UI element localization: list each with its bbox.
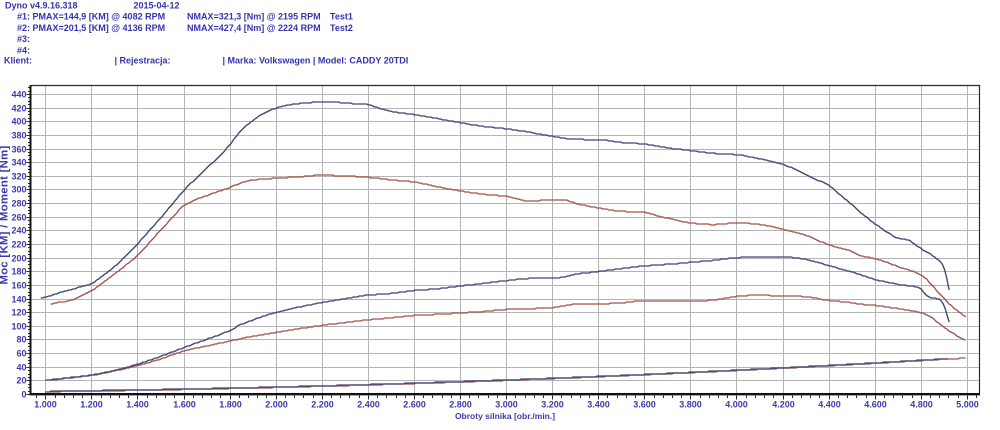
svg-text:3.800: 3.800 (679, 400, 702, 410)
svg-text:200: 200 (11, 254, 26, 264)
svg-text:| Rejestracja:: | Rejestracja: (115, 56, 171, 66)
svg-text:320: 320 (11, 172, 26, 182)
svg-text:2.800: 2.800 (449, 400, 472, 410)
svg-text:4.000: 4.000 (725, 400, 748, 410)
svg-text:#3:: #3: (17, 34, 30, 44)
svg-text:NMAX=321,3 [Nm] @ 2195 RPM: NMAX=321,3 [Nm] @ 2195 RPM (187, 12, 321, 22)
svg-text:3.200: 3.200 (541, 400, 564, 410)
svg-text:1.200: 1.200 (80, 400, 103, 410)
svg-text:Obroty silnika [obr./min.]: Obroty silnika [obr./min.] (455, 411, 555, 421)
svg-text:260: 260 (11, 213, 26, 223)
svg-text:340: 340 (11, 158, 26, 168)
svg-text:Test1: Test1 (330, 12, 353, 22)
svg-text:3.000: 3.000 (495, 400, 518, 410)
svg-text:0: 0 (21, 390, 26, 400)
svg-text:2.000: 2.000 (265, 400, 288, 410)
svg-text:Moc [KM] / Moment [Nm]: Moc [KM] / Moment [Nm] (0, 145, 11, 284)
svg-text:300: 300 (11, 185, 26, 195)
svg-text:2.200: 2.200 (311, 400, 334, 410)
svg-text:440: 440 (11, 90, 26, 100)
svg-text:4.400: 4.400 (818, 400, 841, 410)
svg-text:120: 120 (11, 308, 26, 318)
svg-text:3.600: 3.600 (633, 400, 656, 410)
svg-text:180: 180 (11, 267, 26, 277)
svg-text:#1: PMAX=144,9 [KM] @ 4082 RPM: #1: PMAX=144,9 [KM] @ 4082 RPM (17, 12, 165, 22)
svg-text:240: 240 (11, 226, 26, 236)
svg-text:5.000: 5.000 (956, 400, 979, 410)
svg-text:1.400: 1.400 (126, 400, 149, 410)
svg-text:1.000: 1.000 (34, 400, 57, 410)
svg-text:60: 60 (16, 349, 26, 359)
svg-text:Klient:: Klient: (4, 56, 32, 66)
svg-text:#2: PMAX=201,5 [KM] @ 4136 RPM: #2: PMAX=201,5 [KM] @ 4136 RPM (17, 23, 165, 33)
svg-text:280: 280 (11, 199, 26, 209)
svg-text:20: 20 (16, 376, 26, 386)
svg-text:1.800: 1.800 (219, 400, 242, 410)
svg-text:420: 420 (11, 104, 26, 114)
svg-text:400: 400 (11, 117, 26, 127)
svg-text:220: 220 (11, 240, 26, 250)
svg-text:360: 360 (11, 145, 26, 155)
svg-text:1.600: 1.600 (173, 400, 196, 410)
svg-text:4.800: 4.800 (910, 400, 933, 410)
svg-text:140: 140 (11, 295, 26, 305)
svg-text:380: 380 (11, 131, 26, 141)
svg-text:NMAX=427,4 [Nm] @ 2224 RPM: NMAX=427,4 [Nm] @ 2224 RPM (187, 23, 321, 33)
svg-text:80: 80 (16, 335, 26, 345)
svg-text:4.200: 4.200 (772, 400, 795, 410)
svg-text:40: 40 (16, 363, 26, 373)
svg-text:160: 160 (11, 281, 26, 291)
svg-text:#4:: #4: (17, 45, 30, 55)
svg-text:2015-04-12: 2015-04-12 (134, 1, 180, 11)
svg-text:3.400: 3.400 (587, 400, 610, 410)
svg-text:Dyno v4.9.16.318: Dyno v4.9.16.318 (5, 1, 78, 11)
svg-text:2.600: 2.600 (403, 400, 426, 410)
svg-text:| Marka: Volkswagen | Model: C: | Marka: Volkswagen | Model: CADDY 20TDI (223, 56, 409, 66)
svg-text:2.400: 2.400 (357, 400, 380, 410)
svg-text:100: 100 (11, 322, 26, 332)
svg-text:4.600: 4.600 (864, 400, 887, 410)
svg-text:Test2: Test2 (330, 23, 353, 33)
